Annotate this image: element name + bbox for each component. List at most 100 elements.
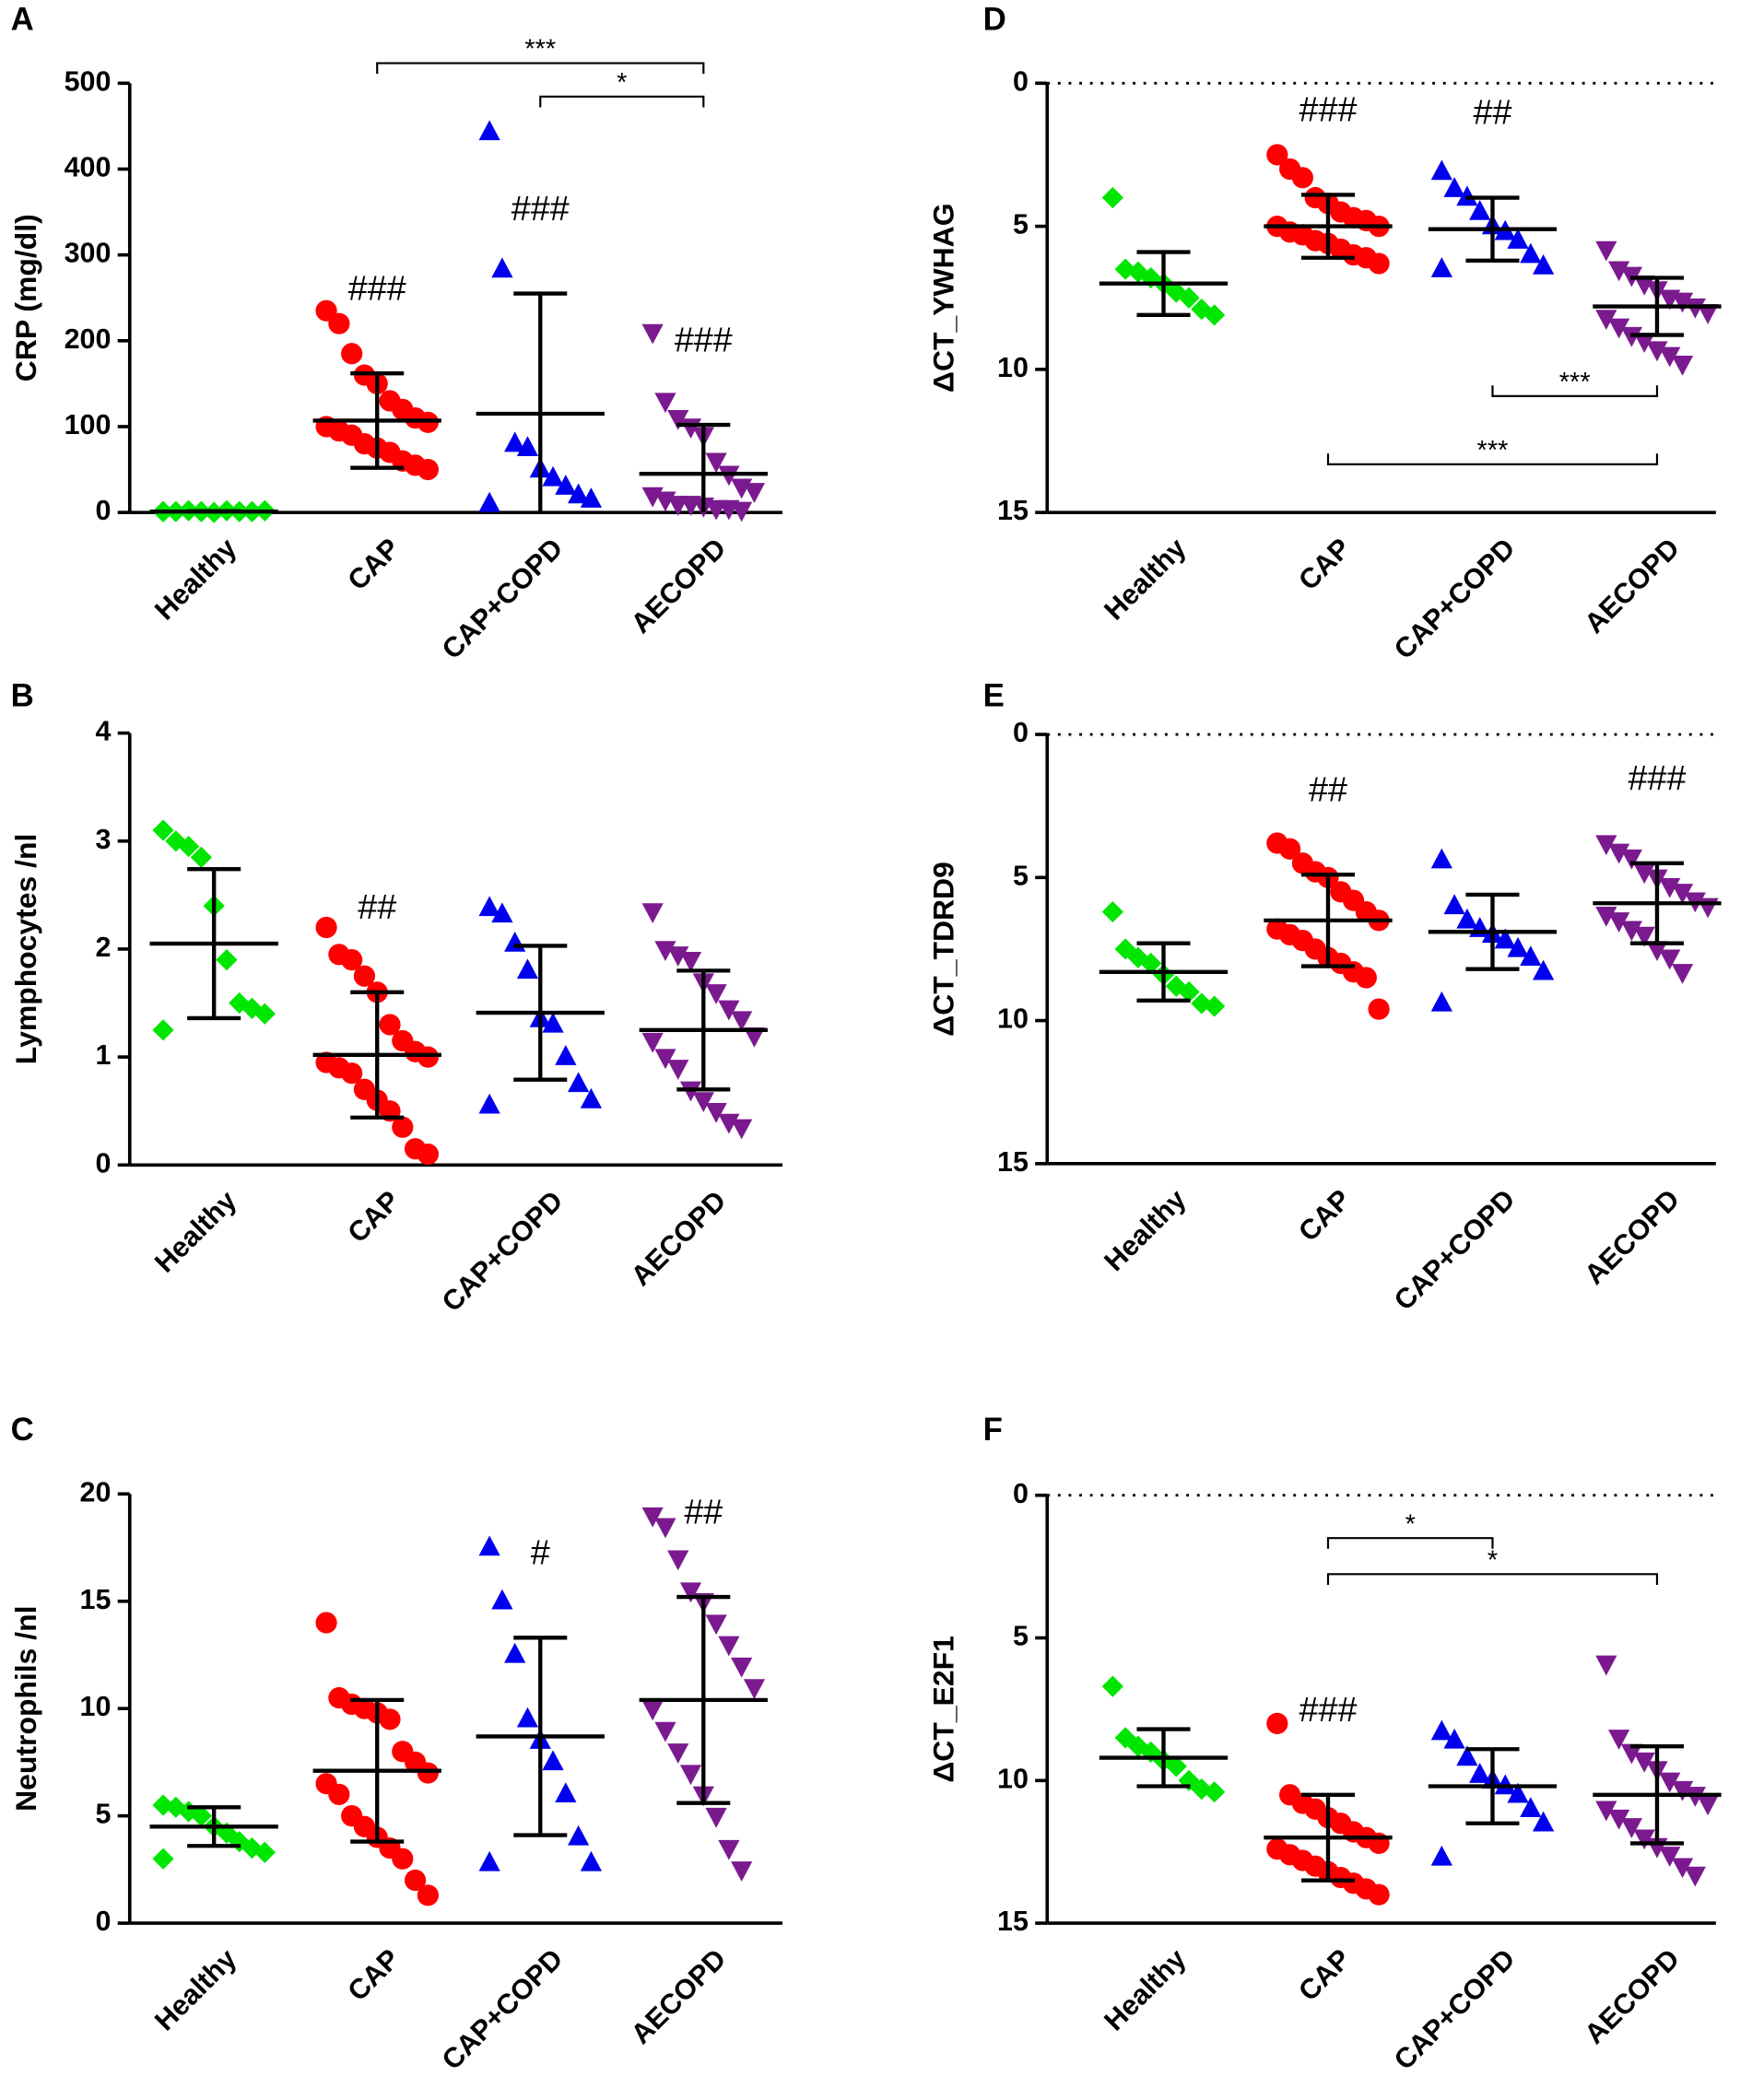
data-point xyxy=(392,1116,414,1138)
x-tick-label: AECOPD xyxy=(625,1943,732,2050)
y-tick-label: 5 xyxy=(1013,209,1029,241)
data-point xyxy=(705,984,727,1004)
data-point xyxy=(1659,1847,1681,1867)
data-point xyxy=(568,483,590,504)
data-point xyxy=(1443,177,1465,197)
data-point xyxy=(667,1060,689,1080)
data-point xyxy=(1633,926,1655,947)
x-tick-label: Healthy xyxy=(148,533,242,627)
data-point xyxy=(1101,1675,1123,1697)
significance-label: ## xyxy=(358,887,396,926)
significance-label: ### xyxy=(1299,90,1358,129)
data-point xyxy=(478,1850,500,1871)
panel: A CRP (mg/dl) 0 100 200 300 400 500 Healthy CAP CA… xyxy=(9,1,782,665)
data-point xyxy=(341,1062,363,1085)
data-point xyxy=(516,958,539,980)
data-point xyxy=(1266,1712,1288,1735)
data-point xyxy=(504,1642,526,1663)
significance-label: # xyxy=(531,1533,550,1572)
y-tick-label: 300 xyxy=(65,238,112,269)
data-point xyxy=(417,1046,439,1068)
data-point xyxy=(705,452,727,474)
bracket xyxy=(1326,1537,1494,1549)
data-point xyxy=(1443,894,1465,915)
data-point xyxy=(1620,1818,1643,1838)
x-tick-label: AECOPD xyxy=(1579,1183,1686,1290)
data-point xyxy=(580,1850,603,1871)
panel: B Lymphocytes /nl 0 1 2 3 4 Healthy CAP CAP+COPD A… xyxy=(9,678,782,1318)
data-point xyxy=(1494,928,1516,949)
data-point xyxy=(491,257,513,278)
data-point xyxy=(417,458,439,481)
data-point xyxy=(667,1743,689,1764)
y-tick-label: 0 xyxy=(95,1906,111,1937)
panel-letter: F xyxy=(983,1412,1003,1448)
data-point xyxy=(491,1589,513,1610)
data-point xyxy=(679,1582,702,1603)
data-point xyxy=(379,1708,401,1730)
y-tick-label: 15 xyxy=(80,1584,112,1615)
bracket-label: *** xyxy=(1477,436,1509,465)
x-tick-label: AECOPD xyxy=(1579,533,1686,639)
data-point xyxy=(1533,254,1555,275)
data-point xyxy=(1368,252,1390,275)
data-point xyxy=(478,896,500,917)
data-point xyxy=(743,1027,766,1048)
data-point xyxy=(1507,229,1529,249)
x-tick-label: AECOPD xyxy=(625,1185,732,1292)
data-point xyxy=(555,1045,577,1065)
data-point xyxy=(667,946,689,967)
data-point xyxy=(718,1839,740,1860)
data-point xyxy=(1633,1752,1655,1773)
data-point xyxy=(654,1049,676,1070)
data-point xyxy=(1684,1787,1706,1807)
y-tick-label: 4 xyxy=(95,716,111,747)
data-point xyxy=(1469,200,1491,220)
data-point xyxy=(1659,1772,1681,1793)
data-point xyxy=(417,1143,439,1166)
data-point xyxy=(1633,1829,1655,1850)
data-point xyxy=(1620,849,1643,870)
data-point xyxy=(1430,1719,1452,1741)
data-point xyxy=(705,1807,727,1828)
data-point xyxy=(1355,967,1377,989)
significance-label: ## xyxy=(1473,93,1511,132)
data-point xyxy=(743,1679,766,1699)
data-point xyxy=(504,932,526,952)
y-tick-label: 100 xyxy=(65,409,112,440)
y-tick-label: 0 xyxy=(1013,717,1029,748)
bracket-label: * xyxy=(1405,1509,1416,1539)
data-point xyxy=(353,965,376,987)
data-point xyxy=(1430,1845,1452,1866)
data-point xyxy=(679,951,702,972)
significance-label: ## xyxy=(684,1492,723,1531)
data-point xyxy=(1291,167,1314,189)
data-point xyxy=(667,409,689,430)
y-tick-label: 5 xyxy=(1013,1621,1029,1652)
data-point xyxy=(341,343,363,365)
y-tick-label: 10 xyxy=(997,1003,1029,1035)
data-point xyxy=(641,903,664,923)
data-point xyxy=(1608,912,1630,933)
data-point xyxy=(542,1012,564,1033)
y-tick-label: 10 xyxy=(997,1763,1029,1794)
panel-letter: C xyxy=(11,1412,34,1448)
data-point xyxy=(731,1011,753,1032)
data-point xyxy=(667,1550,689,1571)
data-point xyxy=(1507,1782,1529,1803)
significance-label: ### xyxy=(348,268,406,307)
data-point xyxy=(1608,843,1630,864)
panel-letter: B xyxy=(11,678,34,714)
y-axis-label: ΔCT_E2F1 xyxy=(927,1636,960,1782)
data-point xyxy=(516,436,539,456)
significance-label: ### xyxy=(675,320,733,358)
data-point xyxy=(1430,848,1452,869)
data-point xyxy=(253,1841,276,1863)
data-point xyxy=(1633,275,1655,296)
data-point xyxy=(478,120,500,141)
y-tick-label: 2 xyxy=(95,932,111,963)
data-point xyxy=(379,1014,401,1036)
y-axis-label: Neutrophils /nl xyxy=(9,1606,42,1812)
data-point xyxy=(1520,1797,1542,1817)
